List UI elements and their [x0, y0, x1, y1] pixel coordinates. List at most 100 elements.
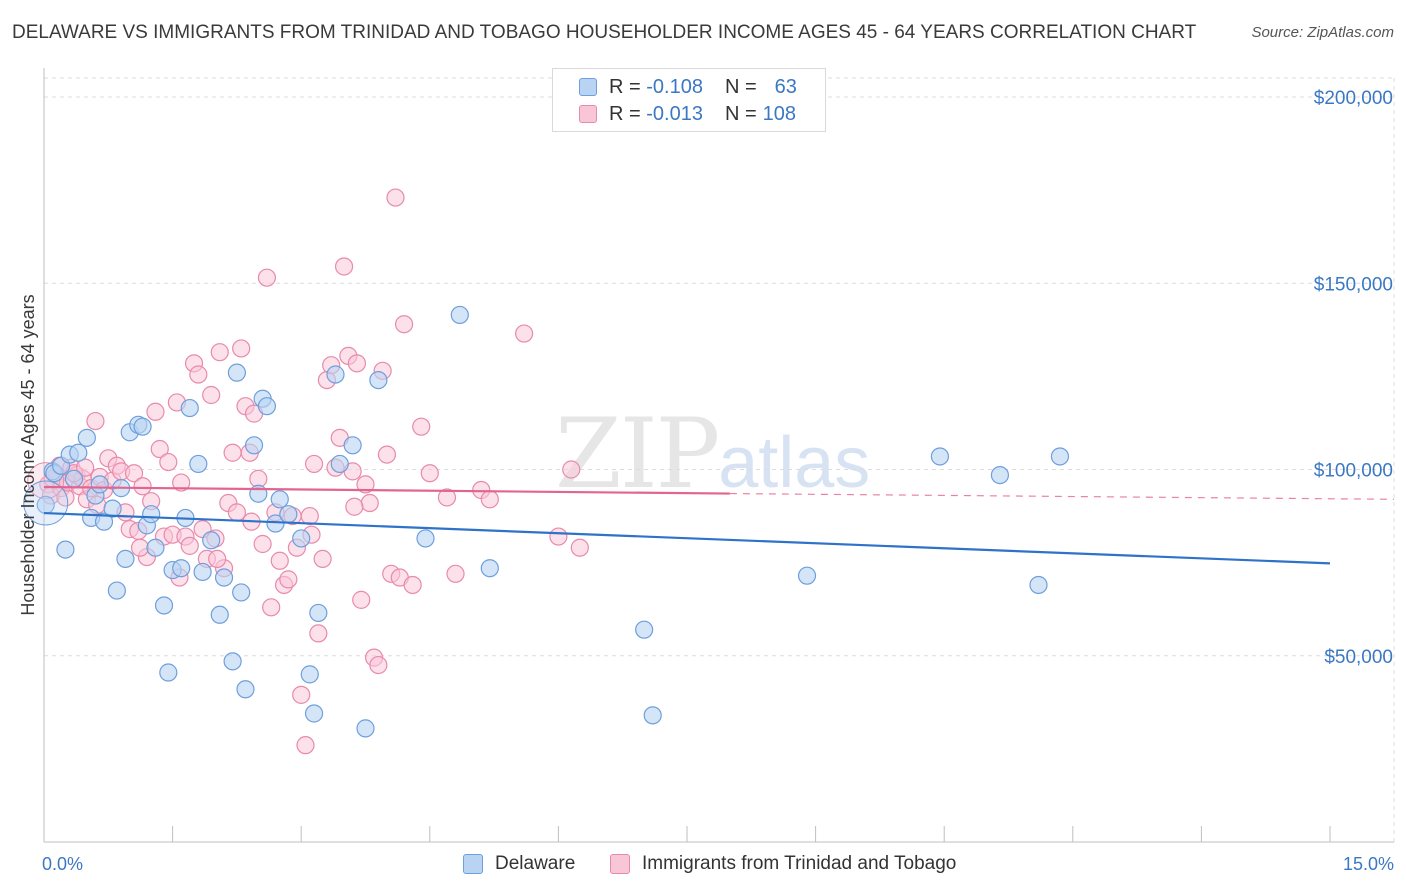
bottom-legend-swatch-trinidad — [610, 854, 630, 874]
data-point-delaware — [133, 417, 152, 436]
data-point-trinidad — [223, 443, 242, 462]
data-point-trinidad — [446, 564, 465, 583]
data-point-trinidad — [304, 454, 324, 474]
x-tick-label: 0.0% — [42, 854, 83, 874]
data-point-trinidad — [420, 464, 439, 483]
y-tick-label: $150,000 — [1314, 274, 1393, 295]
data-point-delaware — [270, 490, 289, 509]
trend-lines — [43, 485, 1395, 565]
data-point-delaware — [116, 549, 135, 569]
data-point-trinidad — [347, 354, 367, 373]
data-point-trinidad — [232, 339, 251, 358]
data-point-trinidad — [292, 685, 311, 704]
legend-r-label: R = — [609, 102, 641, 125]
data-point-trinidad — [377, 445, 397, 464]
data-point-trinidad — [208, 549, 227, 569]
data-point-trinidad — [570, 538, 589, 557]
data-point-delaware — [326, 365, 345, 384]
x-tick-label: 15.0% — [1343, 854, 1394, 874]
data-point-trinidad — [437, 488, 457, 507]
data-point-trinidad — [412, 417, 431, 436]
y-tick-label: $50,000 — [1324, 647, 1393, 668]
data-point-delaware — [189, 454, 208, 474]
data-point-trinidad — [309, 624, 328, 643]
data-point-trinidad — [279, 570, 298, 589]
data-point-trinidad — [130, 538, 150, 557]
data-point-trinidad — [189, 365, 208, 384]
bottom-legend-trinidad: Immigrants from Trinidad and Tobago — [610, 852, 956, 876]
data-point-delaware — [244, 436, 264, 455]
trend-line-delaware — [43, 511, 1331, 565]
data-point-delaware — [90, 475, 109, 494]
data-point-delaware — [94, 512, 114, 531]
data-point-trinidad — [270, 551, 289, 570]
trend-line-trinidad-extension — [729, 492, 1395, 500]
data-point-delaware — [330, 454, 349, 474]
legend-n-label: N = — [724, 75, 757, 98]
data-point-delaware — [236, 680, 255, 699]
data-point-trinidad — [296, 736, 315, 755]
bottom-legend-swatch-delaware — [463, 854, 483, 874]
data-point-trinidad — [180, 536, 199, 555]
data-point-delaware — [292, 529, 311, 548]
legend-n-value: 63 — [774, 75, 797, 98]
data-point-delaware — [930, 447, 950, 466]
data-point-delaware — [172, 559, 191, 578]
data-point-trinidad — [133, 477, 152, 496]
data-point-trinidad — [403, 575, 422, 595]
data-point-trinidad — [146, 402, 165, 421]
data-point-trinidad — [386, 188, 405, 207]
legend-row-trinidad: R = -0.013 N = 108 — [579, 101, 796, 127]
data-point-delaware — [64, 469, 84, 488]
data-point-delaware — [450, 305, 469, 325]
data-point-trinidad — [150, 439, 169, 459]
data-point-trinidad — [210, 343, 229, 362]
data-point-delaware — [159, 663, 178, 682]
data-point-delaware — [643, 706, 662, 725]
data-point-trinidad — [352, 590, 371, 609]
data-point-trinidad — [159, 452, 178, 472]
data-point-delaware — [300, 665, 319, 684]
legend-r-label: R = — [609, 75, 641, 98]
data-point-delaware — [990, 465, 1010, 485]
data-point-delaware — [69, 443, 88, 462]
data-point-trinidad — [262, 598, 281, 617]
data-point-delaware — [635, 620, 654, 639]
legend-n-value: 108 — [762, 102, 797, 125]
legend-n-label: N = — [724, 102, 757, 125]
data-point-delaware — [309, 603, 328, 623]
data-point-trinidad — [76, 458, 95, 477]
y-axis-label: Householder Income Ages 45 - 64 years — [18, 294, 38, 615]
bottom-legend-delaware: Delaware — [463, 852, 575, 876]
data-point-delaware — [214, 568, 234, 587]
data-point-trinidad — [300, 506, 319, 526]
data-point-trinidad — [257, 268, 277, 287]
y-tick-label: $200,000 — [1314, 88, 1393, 109]
data-point-delaware — [103, 499, 122, 518]
data-point-delaware — [180, 398, 199, 418]
data-point-delaware — [369, 371, 388, 390]
data-point-trinidad — [313, 549, 332, 569]
data-point-trinidad — [334, 257, 354, 276]
bottom-legend-label-delaware: Delaware — [495, 853, 576, 874]
data-point-delaware — [480, 559, 499, 578]
bottom-legend-label-trinidad: Immigrants from Trinidad and Tobago — [642, 853, 957, 874]
data-point-delaware — [142, 505, 161, 524]
data-point-trinidad — [515, 324, 534, 343]
data-point-trinidad — [549, 527, 568, 546]
data-point-trinidad — [86, 411, 105, 431]
data-point-delaware — [154, 596, 174, 615]
series-delaware-points — [23, 305, 1070, 738]
data-point-trinidad — [202, 385, 221, 405]
watermark-atlas: atlas — [718, 423, 871, 503]
data-point-delaware — [1050, 447, 1070, 466]
data-point-delaware — [304, 704, 324, 723]
data-point-delaware — [56, 540, 75, 559]
data-point-delaware — [202, 531, 221, 550]
data-point-trinidad — [227, 503, 246, 522]
data-point-delaware — [232, 583, 251, 602]
correlation-legend: R = -0.108 N = 63 R = -0.013 N = 108 — [552, 68, 826, 132]
legend-r-value: -0.013 — [646, 102, 703, 125]
legend-row-delaware: R = -0.108 N = 63 — [579, 74, 797, 100]
